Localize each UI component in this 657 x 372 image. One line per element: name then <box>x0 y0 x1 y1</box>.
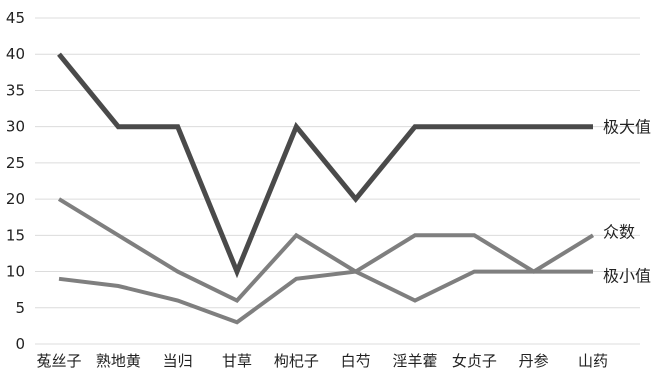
series-label-0: 极大值 <box>603 118 651 137</box>
series-line-1 <box>59 199 593 300</box>
y-tick-label: 15 <box>6 226 25 244</box>
x-category-label: 丹参 <box>519 352 549 370</box>
x-category-label: 女贞子 <box>452 352 497 370</box>
y-axis-ticks: 0 5 10 15 20 25 30 35 40 45 <box>6 9 25 353</box>
y-tick-label: 25 <box>6 154 25 172</box>
y-tick-label: 40 <box>6 45 25 63</box>
y-tick-label: 10 <box>6 263 25 281</box>
y-tick-label: 20 <box>6 190 25 208</box>
y-tick-label: 45 <box>6 9 25 27</box>
y-tick-label: 0 <box>15 335 25 353</box>
y-tick-label: 5 <box>15 299 25 317</box>
grid-lines <box>35 18 640 344</box>
series-lines <box>59 54 593 322</box>
x-axis-categories: 菟丝子 熟地黄 当归 甘草 枸杞子 白芍 淫羊藿 女贞子 丹参 山药 <box>36 352 608 370</box>
x-category-label: 菟丝子 <box>36 352 81 370</box>
series-label-2: 极小值 <box>603 267 651 286</box>
y-tick-label: 35 <box>6 81 25 99</box>
y-tick-label: 30 <box>6 118 25 136</box>
x-category-label: 淫羊藿 <box>392 352 437 370</box>
x-category-label: 山药 <box>578 352 608 370</box>
x-category-label: 当归 <box>163 352 193 370</box>
x-category-label: 白芍 <box>341 352 371 370</box>
x-category-label: 枸杞子 <box>274 352 319 370</box>
series-label-1: 众数 <box>603 222 635 241</box>
x-category-label: 熟地黄 <box>96 352 141 370</box>
x-category-label: 甘草 <box>222 352 252 370</box>
